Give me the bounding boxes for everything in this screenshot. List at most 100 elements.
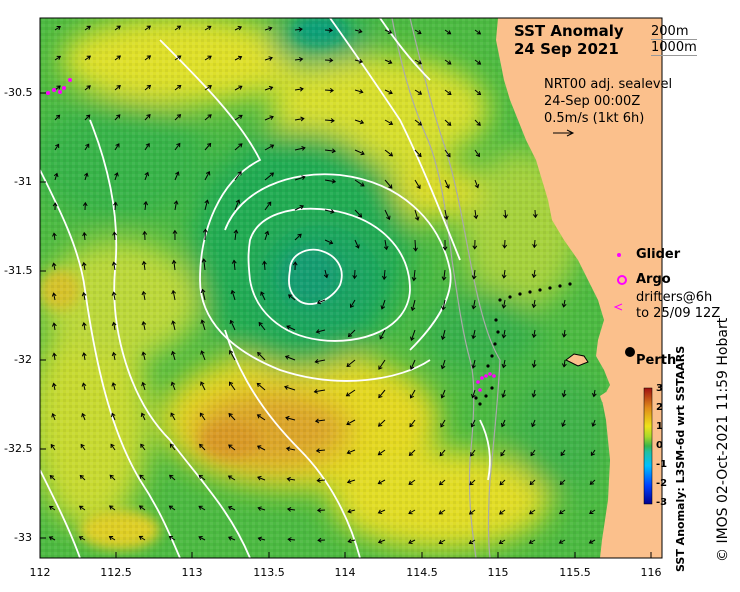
velocity-arrow [324, 149, 336, 152]
velocity-arrow [53, 293, 56, 301]
velocity-arrow-head [300, 116, 305, 122]
velocity-arrow-head [561, 363, 567, 368]
velocity-arrow [84, 25, 91, 31]
velocity-arrow-head [268, 26, 273, 31]
velocity-arrow-head [264, 230, 270, 236]
velocity-arrow-head [474, 183, 480, 189]
velocity-arrow [444, 59, 452, 65]
velocity-arrow [474, 89, 481, 95]
velocity-arrow-head [269, 115, 274, 120]
velocity-arrow-head [360, 150, 365, 156]
velocity-arrow-head [471, 393, 476, 399]
velocity-arrow-head [408, 510, 413, 515]
velocity-arrow-head [82, 231, 87, 237]
velocity-arrow-head [591, 393, 597, 398]
velocity-arrow [144, 143, 150, 151]
currents-scale: 0.5m/s (1kt 6h) [544, 111, 645, 126]
velocity-arrow-head [207, 114, 212, 119]
velocity-arrow-head [413, 247, 418, 252]
drifter-point [568, 282, 572, 286]
velocity-arrow [471, 419, 476, 427]
velocity-arrow [142, 321, 146, 331]
colorbar-tick: -1 [656, 459, 668, 470]
velocity-arrow-head [146, 84, 152, 90]
velocity-arrow [174, 25, 181, 31]
velocity-arrow-head [414, 216, 420, 221]
velocity-arrow [53, 353, 56, 361]
velocity-arrow [54, 26, 61, 31]
velocity-arrow [294, 147, 306, 151]
velocity-arrow-head [498, 510, 504, 515]
velocity-arrow-head [417, 152, 422, 158]
drifter-point [490, 386, 494, 390]
velocity-arrow-head [408, 451, 414, 457]
velocity-arrow-head [560, 451, 565, 457]
velocity-arrow [408, 479, 416, 485]
velocity-arrow-head [256, 445, 262, 450]
velocity-arrow [79, 536, 86, 541]
velocity-arrow [294, 28, 303, 31]
velocity-arrow-head [440, 423, 445, 428]
velocity-arrow [529, 479, 536, 485]
velocity-arrow [472, 329, 476, 339]
drifter-point [493, 342, 497, 346]
x-tick-label: 114.5 [406, 566, 438, 579]
velocity-arrow [264, 144, 274, 151]
velocity-arrow [384, 29, 392, 34]
credit-text: © IMOS 02-Oct-2021 11:59 Hobart [715, 317, 731, 562]
velocity-arrow-head [287, 537, 292, 542]
colorbar-tick: -2 [656, 478, 668, 489]
velocity-arrow [408, 509, 416, 514]
velocity-arrow [139, 474, 146, 481]
velocity-arrow-head [207, 25, 212, 30]
velocity-arrow-head [204, 199, 210, 204]
velocity-arrow-head [383, 245, 389, 251]
velocity-arrow [229, 350, 236, 361]
velocity-arrow-head [81, 322, 87, 327]
velocity-arrow [234, 26, 242, 31]
velocity-arrow-head [207, 142, 212, 148]
velocity-arrow-head [346, 449, 351, 455]
velocity-arrow-head [267, 201, 272, 206]
velocity-arrow [199, 412, 206, 421]
velocity-arrow-head [358, 58, 364, 64]
velocity-arrow [563, 359, 566, 367]
velocity-arrow [285, 355, 296, 361]
velocity-arrow [469, 539, 476, 544]
velocity-arrow-head [50, 443, 55, 449]
velocity-arrow [287, 478, 296, 481]
velocity-arrow-head [207, 85, 212, 90]
velocity-arrow-head [360, 182, 365, 187]
velocity-arrow [474, 59, 481, 65]
velocity-arrow [410, 329, 416, 341]
velocity-arrow [256, 383, 266, 391]
velocity-arrow [264, 201, 272, 211]
velocity-arrow-head [81, 412, 86, 418]
velocity-arrow-head [502, 244, 508, 249]
velocity-arrow [201, 320, 206, 331]
velocity-arrow [228, 536, 236, 541]
velocity-arrow-head [417, 29, 422, 35]
velocity-arrow-head [446, 152, 451, 158]
velocity-arrow-head [316, 478, 321, 483]
velocity-arrow-head [171, 289, 177, 295]
velocity-arrow [228, 475, 236, 481]
velocity-arrow [410, 359, 416, 370]
velocity-arrow [414, 179, 421, 189]
velocity-arrow [348, 539, 356, 543]
velocity-arrow-head [589, 510, 594, 514]
velocity-arrow-head [172, 229, 178, 234]
velocity-arrow-head [438, 510, 443, 515]
velocity-arrow-head [207, 55, 212, 60]
velocity-arrow-head [237, 25, 243, 31]
velocity-arrow-head [469, 481, 474, 486]
velocity-arrow [234, 85, 243, 91]
velocity-arrow-head [237, 171, 242, 176]
velocity-arrow [109, 505, 116, 511]
velocity-arrow-head [409, 423, 414, 428]
velocity-arrow-head [476, 90, 482, 96]
velocity-arrow [201, 350, 206, 361]
velocity-arrow [378, 419, 386, 427]
velocity-arrow [504, 239, 506, 248]
velocity-arrow-head [171, 350, 176, 356]
